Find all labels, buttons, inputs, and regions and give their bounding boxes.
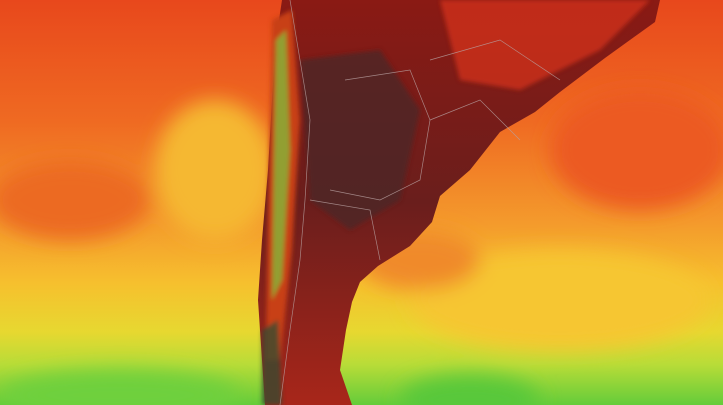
land-patches <box>262 0 650 405</box>
borders <box>279 0 561 405</box>
